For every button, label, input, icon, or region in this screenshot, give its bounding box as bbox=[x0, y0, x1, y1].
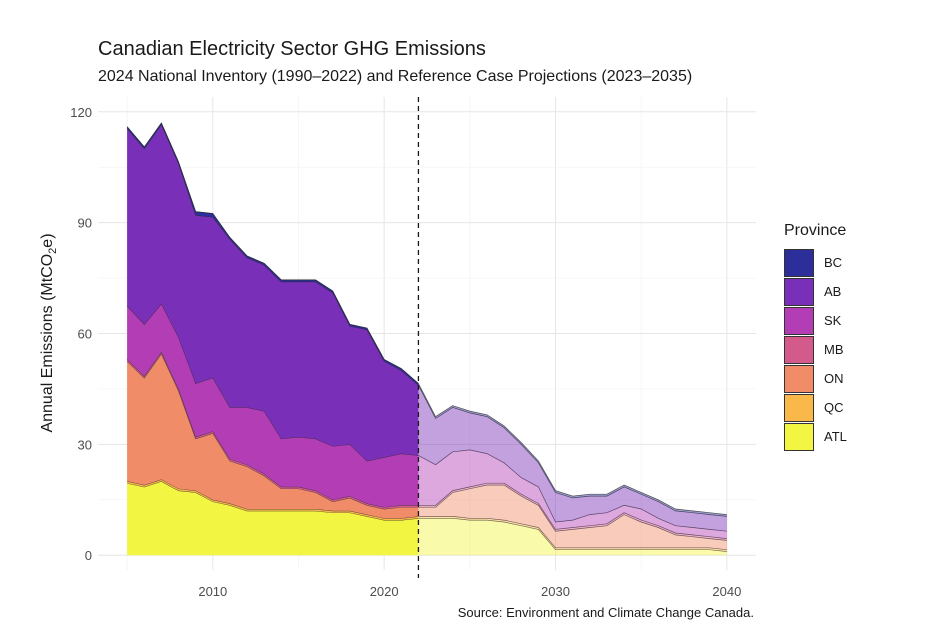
legend-items: BC AB SK MB ON QC ATL bbox=[784, 248, 847, 451]
legend-label: MB bbox=[824, 342, 844, 357]
area-outline-atl-projection bbox=[418, 517, 727, 552]
legend: Province BC AB SK MB ON QC ATL bbox=[784, 222, 847, 451]
area-on-projection bbox=[418, 485, 727, 550]
area-ab-projection bbox=[418, 385, 727, 532]
y-tick-label: 120 bbox=[70, 105, 92, 120]
legend-swatch bbox=[784, 422, 814, 451]
area-on-historical bbox=[127, 353, 419, 519]
area-atl-historical bbox=[127, 481, 419, 556]
legend-swatch bbox=[784, 335, 814, 364]
legend-item-mb: MB bbox=[784, 335, 847, 364]
stacked-areas bbox=[126, 122, 727, 556]
chart-title: Canadian Electricity Sector GHG Emission… bbox=[98, 38, 486, 60]
y-tick-label: 60 bbox=[78, 327, 92, 342]
chart-subtitle: 2024 National Inventory (1990–2022) and … bbox=[98, 68, 693, 85]
legend-item-bc: BC bbox=[784, 248, 847, 277]
x-tick-label: 2030 bbox=[541, 584, 570, 599]
legend-label: SK bbox=[824, 313, 842, 328]
legend-label: ATL bbox=[824, 429, 847, 444]
area-outline-on-projection bbox=[418, 484, 727, 541]
legend-swatch bbox=[784, 364, 814, 393]
legend-item-qc: QC bbox=[784, 393, 847, 422]
y-tick-label: 0 bbox=[85, 548, 92, 563]
legend-item-on: ON bbox=[784, 364, 847, 393]
area-sk-projection bbox=[418, 449, 727, 539]
legend-swatch bbox=[784, 393, 814, 422]
area-sk-historical bbox=[127, 303, 419, 508]
legend-item-sk: SK bbox=[784, 306, 847, 335]
area-outline-qc-projection bbox=[418, 516, 727, 551]
legend-swatch bbox=[784, 248, 814, 277]
area-outline-bc-historical bbox=[126, 122, 419, 384]
y-tick-label: 90 bbox=[78, 216, 92, 231]
legend-label: BC bbox=[824, 255, 843, 270]
area-mb-projection bbox=[418, 483, 727, 541]
area-outline-mb-projection bbox=[418, 482, 727, 539]
legend-label: AB bbox=[824, 284, 842, 299]
y-tick-label: 30 bbox=[78, 437, 92, 452]
source-caption: Source: Environment and Climate Change C… bbox=[457, 605, 754, 620]
legend-swatch bbox=[784, 277, 814, 306]
legend-title: Province bbox=[784, 222, 847, 239]
legend-label: ON bbox=[824, 371, 844, 386]
area-outline-sk-projection bbox=[418, 449, 727, 532]
legend-swatch bbox=[784, 306, 814, 335]
area-ab-historical bbox=[127, 124, 419, 461]
area-outline-ab-projection bbox=[418, 385, 727, 517]
legend-label: QC bbox=[824, 400, 844, 415]
area-atl-projection bbox=[418, 518, 727, 556]
x-tick-label: 2010 bbox=[198, 584, 227, 599]
x-tick-label: 2040 bbox=[712, 584, 741, 599]
area-outline-bc-projection bbox=[418, 383, 727, 515]
axis-ticks: 0 30 60 90 120 2010 2020 2030 2040 bbox=[70, 105, 741, 599]
legend-item-atl: ATL bbox=[784, 422, 847, 451]
legend-item-ab: AB bbox=[784, 277, 847, 306]
x-tick-label: 2020 bbox=[370, 584, 399, 599]
